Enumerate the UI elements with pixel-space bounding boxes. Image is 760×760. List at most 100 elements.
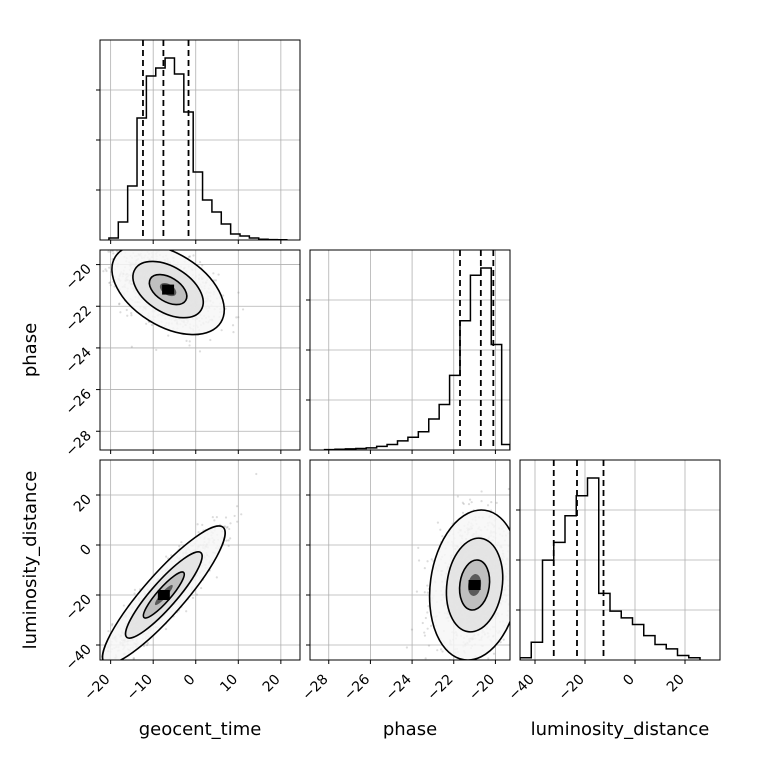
sample-point: [142, 644, 146, 648]
sample-point: [229, 537, 232, 540]
y-tick-label: 0: [77, 542, 95, 560]
sample-point: [145, 644, 149, 647]
sample-point: [118, 302, 121, 305]
x-axis-title-phase: phase: [383, 719, 437, 740]
sample-point: [490, 500, 493, 504]
sample-point: [223, 525, 227, 528]
sample-point: [417, 546, 420, 549]
sample-point: [461, 511, 465, 514]
sample-point: [415, 590, 419, 593]
x-tick-label: −40: [506, 672, 538, 704]
sample-point: [196, 523, 199, 526]
sample-point: [146, 642, 149, 645]
x-tick-label: −24: [383, 671, 415, 703]
x-tick-label: −10: [124, 672, 156, 704]
sample-point: [119, 311, 122, 314]
sample-point: [521, 607, 523, 609]
sample-point: [191, 596, 195, 600]
sample-point: [521, 614, 523, 616]
sample-point: [143, 246, 145, 248]
sample-point: [110, 667, 112, 669]
sample-point: [222, 294, 225, 297]
sample-point: [130, 345, 133, 348]
sample-point: [241, 308, 245, 311]
sample-point: [86, 674, 88, 676]
sample-point: [513, 525, 515, 527]
sample-point: [123, 247, 125, 249]
y-tick-label: −22: [63, 303, 95, 335]
sample-point: [180, 541, 183, 544]
histogram-phase: [323, 267, 510, 450]
x-tick-label: −26: [341, 671, 373, 703]
sample-point: [499, 641, 502, 644]
sample-point: [235, 505, 239, 508]
sample-point: [139, 244, 141, 246]
sample-point: [235, 316, 238, 319]
sample-point: [504, 682, 506, 684]
sample-point: [436, 649, 439, 652]
sample-point: [486, 504, 490, 507]
sample-point: [523, 564, 525, 566]
panel-frame: [99, 459, 301, 661]
sample-point: [469, 671, 471, 673]
sample-point: [480, 663, 482, 665]
sample-point: [512, 583, 514, 585]
sample-point: [510, 555, 512, 557]
sample-point: [197, 531, 200, 534]
sample-point: [467, 683, 469, 685]
sample-point: [109, 284, 112, 287]
sample-point: [461, 501, 464, 504]
y-axis-title-phase: phase: [20, 323, 41, 377]
sample-point: [145, 322, 148, 325]
sample-point: [430, 558, 433, 561]
sample-point: [511, 580, 513, 582]
sample-point: [126, 314, 129, 317]
sample-point: [125, 661, 127, 663]
sample-point: [516, 546, 518, 548]
sample-point: [522, 636, 524, 638]
sample-point: [436, 521, 440, 524]
panel-geocent_time-vs-geocent_time: [96, 39, 301, 244]
sample-point: [224, 516, 228, 519]
sample-point: [529, 553, 531, 555]
sample-point: [462, 502, 465, 506]
y-tick-label: −26: [63, 386, 95, 418]
sample-point: [513, 598, 515, 600]
x-tick-label: −20: [466, 672, 498, 704]
sample-point: [227, 544, 230, 547]
y-tick-label: −28: [63, 428, 95, 460]
sample-point: [429, 671, 431, 673]
sample-point: [502, 638, 505, 641]
x-tick-label: −22: [424, 672, 456, 704]
sample-point: [229, 522, 232, 525]
sample-point: [132, 247, 134, 249]
sample-point: [510, 587, 512, 589]
sample-point: [109, 250, 112, 253]
sample-point: [423, 631, 426, 634]
histogram-luminosity_distance: [520, 477, 701, 660]
sample-point: [228, 527, 231, 531]
sample-point: [142, 244, 144, 246]
sample-point: [220, 329, 223, 332]
density-peak: [157, 590, 170, 600]
sample-point: [150, 323, 154, 327]
sample-point: [133, 588, 136, 592]
sample-point: [470, 667, 472, 669]
y-tick-label: 20: [71, 492, 95, 516]
sample-point: [512, 611, 514, 613]
sample-point: [201, 523, 204, 526]
sample-point: [440, 648, 443, 651]
sample-point: [492, 652, 496, 655]
sample-point: [92, 297, 94, 299]
sample-point: [225, 526, 228, 529]
sample-point: [84, 671, 86, 673]
panel-luminosity_distance-vs-phase: −28 −26 −24 −22 −20: [299, 459, 531, 704]
sample-point: [110, 624, 114, 627]
panel-phase-vs-geocent_time: −28 −26 −24 −22 −20: [63, 244, 301, 460]
panel-phase-vs-phase: [306, 249, 511, 454]
sample-point: [116, 250, 119, 253]
sample-point: [138, 248, 140, 250]
x-tick-label: −20: [556, 672, 588, 704]
sample-point: [426, 560, 429, 563]
sample-point: [165, 555, 168, 558]
